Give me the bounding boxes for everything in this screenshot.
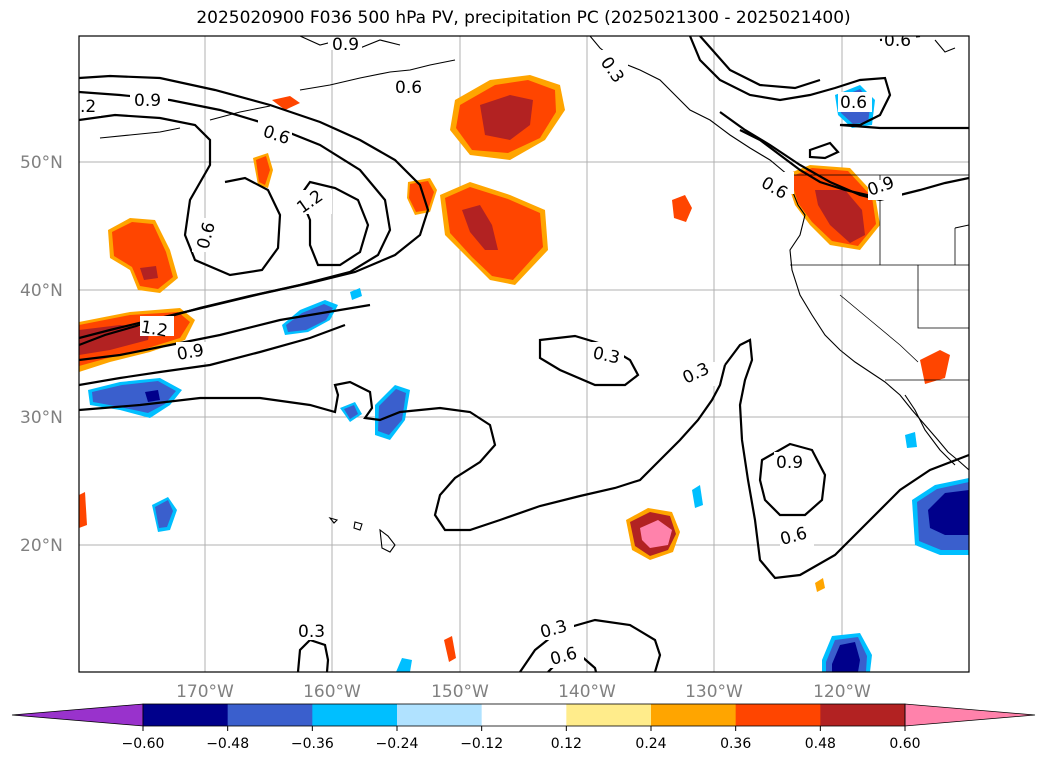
- contour-label: .2: [80, 97, 96, 117]
- colorbar-extend-max: [904, 703, 1036, 727]
- precip-negative-blob: [832, 642, 860, 672]
- contour-label: 1.2: [139, 317, 169, 341]
- pv-contour: [688, 36, 969, 130]
- pv-contour: [296, 638, 330, 672]
- precip-negative-blob: [344, 405, 358, 419]
- precip-positive-blob: [640, 520, 672, 548]
- contour-label: 0.9: [776, 453, 803, 473]
- colorbar: −0.60 −0.48 −0.36 −0.24 −0.12 0.12 0.24 0.36 0.4…: [11, 703, 1036, 752]
- colorbar-segment: [820, 704, 906, 726]
- colorbar-tick-label: 0.24: [635, 736, 666, 752]
- precip-negative-blob: [286, 304, 333, 332]
- lat-label: 40°N: [20, 281, 63, 301]
- contour-label: 0.9: [332, 35, 359, 55]
- precip-positive-blob: [112, 222, 173, 289]
- colorbar-extend-min: [11, 703, 144, 727]
- lon-label: 140°W: [558, 682, 616, 702]
- map-title: 2025020900 F036 500 hPa PV, precipitatio…: [196, 8, 851, 28]
- colorbar-tick-label: 0.60: [889, 736, 920, 752]
- lon-label: 120°W: [813, 682, 871, 702]
- colorbar-tick-label: −0.24: [376, 736, 419, 752]
- colorbar-segment: [312, 704, 398, 726]
- pv-contour: [538, 334, 640, 387]
- colorbar-segment: [481, 704, 567, 726]
- precip-negative-blob: [92, 381, 176, 413]
- precip-negative-blob: [928, 490, 969, 535]
- contour-label: 0.9: [175, 341, 205, 365]
- contour-label: 0.9: [134, 91, 161, 111]
- precip-negative-blob: [155, 500, 173, 528]
- colorbar-frame: [142, 703, 906, 727]
- pv-contour: [79, 303, 371, 362]
- colorbar-segment: [735, 704, 821, 726]
- precip-negative-blob: [905, 432, 917, 448]
- colorbar-segment: [651, 704, 737, 726]
- colorbar-tick-label: −0.48: [206, 736, 249, 752]
- colorbar-segment: [566, 704, 652, 726]
- pv-contour: [79, 323, 346, 387]
- pv-contour: [79, 113, 282, 277]
- lon-label: 160°W: [303, 682, 361, 702]
- pv-contour: [699, 36, 821, 90]
- pv-contour: [739, 129, 881, 200]
- colorbar-tick-label: −0.12: [460, 736, 503, 752]
- precip-negative-blob: [396, 658, 412, 672]
- contour-label: 0.6: [840, 93, 867, 113]
- precip-negative-blob: [145, 390, 160, 402]
- precip-positive-blob: [672, 195, 692, 222]
- colorbar-tick-label: −0.60: [122, 736, 165, 752]
- lon-label: 170°W: [176, 682, 234, 702]
- colorbar-tick-label: −0.36: [291, 736, 334, 752]
- lat-label: 50°N: [20, 153, 63, 173]
- precip-positive-blob: [409, 181, 434, 212]
- contour-label: 0.6: [884, 31, 911, 51]
- pv-contour: [298, 180, 370, 267]
- lat-label: 30°N: [20, 408, 63, 428]
- precip-positive-blob: [444, 636, 456, 662]
- pv-contour: [519, 618, 662, 672]
- map-frame: [78, 35, 970, 673]
- precip-positive-blob: [256, 156, 270, 185]
- precip-positive-blob: [79, 492, 87, 528]
- precip-positive-blob: [920, 350, 950, 384]
- pv-contour: [79, 364, 727, 532]
- colorbar-tick-label: 0.12: [551, 736, 582, 752]
- precip-positive-blob: [272, 96, 300, 110]
- colorbar-tick-label: 0.48: [805, 736, 836, 752]
- colorbar-segment: [227, 704, 313, 726]
- contour-label: 0.3: [298, 622, 325, 642]
- precip-negative-blob: [692, 485, 703, 508]
- pv-contour: [79, 90, 392, 347]
- lon-label: 130°W: [685, 682, 743, 702]
- precip-shading: [79, 75, 969, 672]
- precip-negative-blob: [350, 288, 362, 300]
- longitude-labels: 170°W 160°W 150°W 140°W 130°W 120°W: [176, 682, 871, 702]
- precip-positive-blob: [815, 190, 865, 243]
- precip-positive-blob: [480, 95, 533, 140]
- colorbar-segment: [143, 704, 229, 726]
- precip-positive-blob: [815, 578, 825, 592]
- pv-contours: [79, 36, 969, 672]
- lat-label: 20°N: [20, 536, 63, 556]
- precip-negative-blob: [378, 389, 406, 435]
- contour-label: 0.6: [395, 78, 422, 98]
- pv-contour: [758, 442, 827, 517]
- colorbar-tick-label: 0.36: [720, 736, 751, 752]
- pv-contour: [724, 338, 969, 580]
- lon-label: 150°W: [431, 682, 489, 702]
- colorbar-segment: [397, 704, 483, 726]
- precip-positive-blob: [462, 205, 498, 250]
- latitude-labels: 50°N 40°N 30°N 20°N: [20, 153, 63, 556]
- pv-contour: [808, 141, 840, 160]
- precip-positive-blob: [140, 266, 158, 280]
